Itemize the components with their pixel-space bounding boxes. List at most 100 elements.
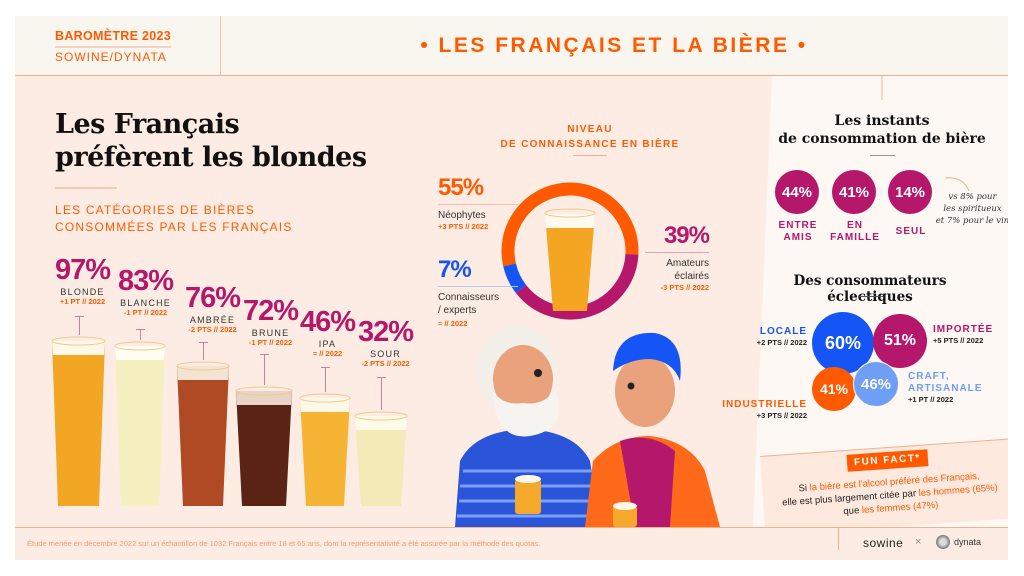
craft-label-line2: ARTISANALE xyxy=(908,383,983,394)
old-man-beard xyxy=(493,389,560,437)
beer-variation: -1 PT // 2022 xyxy=(123,308,168,317)
moments-title-line1: Les instants xyxy=(834,113,930,129)
beer-label: SOUR xyxy=(370,349,401,359)
left-title-line1: Les Français xyxy=(55,109,240,140)
beer-pct: 32% xyxy=(358,316,414,348)
note-line2: les spiritueux xyxy=(943,204,1002,214)
infographic: BAROMÈTRE 2023 SOWINE/DYNATA • LES FRANÇ… xyxy=(15,16,1008,560)
note-line1: vs 8% pour xyxy=(948,192,997,202)
donut-segment-2 xyxy=(503,263,527,294)
beer-pct: 83% xyxy=(118,265,174,297)
note-connector xyxy=(945,177,970,192)
beer-category-ipa: 46% IPA = // 2022 xyxy=(300,306,356,358)
craft-variation: +1 PT // 2022 xyxy=(908,395,954,404)
left-title-line2: préfèrent les blondes xyxy=(55,142,367,173)
importee-variation: +5 PTS // 2022 xyxy=(933,336,984,345)
moment-label-line1: EN xyxy=(847,220,863,231)
experts-label-line2: / experts xyxy=(438,305,477,316)
moment-pct: 14% xyxy=(888,170,932,214)
knowledge-title: NIVEAU DE CONNAISSANCE EN BIÈRE xyxy=(485,122,695,152)
beer-glass-ambrée xyxy=(176,361,230,506)
locale-label: LOCALE xyxy=(759,326,807,337)
old-man-face xyxy=(493,345,553,413)
beer-stem-line xyxy=(199,342,208,360)
experts-label-line1: Connaisseurs xyxy=(438,292,500,303)
note-line3: et 7% pour le vin xyxy=(935,216,1008,226)
knowledge-title-line1: NIVEAU xyxy=(567,124,613,135)
amateurs-pct: 39% xyxy=(663,222,710,249)
footer: Étude menée en décembre 2022 sur un écha… xyxy=(15,527,1008,560)
amateurs-block: 39% Amateurs éclairés -3 PTS // 2022 xyxy=(645,222,710,292)
old-man-beer xyxy=(515,479,541,514)
neophytes-label: Néophytes xyxy=(438,210,486,221)
knowledge-title-line2: DE CONNAISSANCE EN BIÈRE xyxy=(500,139,680,150)
young-man-beer xyxy=(613,506,637,527)
page-title: • LES FRANÇAIS ET LA BIÈRE • xyxy=(420,34,808,57)
beer-stem-line xyxy=(136,329,145,340)
fun-fact-t5: que xyxy=(843,505,863,518)
beer-category-sour: 32% SOUR -2 PTS // 2022 xyxy=(358,316,414,368)
experts-block: 7% Connaisseurs / experts = // 2022 xyxy=(438,256,518,328)
eclectic-title: Des consommateurs éclectiques xyxy=(793,273,947,305)
beer-variation: -1 PT // 2022 xyxy=(248,338,293,347)
beer-label: AMBRÉE xyxy=(189,315,236,325)
experts-pct: 7% xyxy=(438,256,472,283)
two-men-illustration xyxy=(455,326,720,527)
donut-segment-0 xyxy=(501,182,639,267)
beer-glasses xyxy=(51,336,408,506)
moment-label-line2: AMIS xyxy=(783,232,813,243)
importee-label-block: IMPORTÉE +5 PTS // 2022 xyxy=(933,324,993,345)
beer-variation: = // 2022 xyxy=(312,349,343,358)
young-man-eye xyxy=(627,382,635,390)
donut-segment-1 xyxy=(515,253,639,320)
beer-glass-brune xyxy=(235,386,293,506)
left-subtitle-line2: CONSOMMÉES PAR LES FRANÇAIS xyxy=(55,220,293,234)
locale-variation: +2 PTS // 2022 xyxy=(756,338,807,347)
industrielle-variation: +3 PTS // 2022 xyxy=(756,411,807,420)
young-man-hair xyxy=(613,332,681,381)
amateurs-variation: -3 PTS // 2022 xyxy=(660,283,709,292)
neophytes-variation: +3 PTS // 2022 xyxy=(438,222,489,231)
beer-pct: 76% xyxy=(185,282,241,314)
beer-glass-blonde xyxy=(51,336,106,506)
moments-note: vs 8% pour les spiritueux et 7% pour le … xyxy=(935,191,1008,227)
header-divider xyxy=(220,16,221,76)
beer-category-blanche: 83% BLANCHE -1 PT // 2022 xyxy=(118,265,174,317)
industrielle-label: INDUSTRIELLE xyxy=(722,399,807,410)
young-man-face xyxy=(615,355,675,427)
eclectic-rule xyxy=(858,296,883,297)
beer-label: IPA xyxy=(318,339,337,349)
craft-circle: 46% xyxy=(853,361,899,407)
beer-glass-sour xyxy=(354,411,408,506)
knowledge-donut xyxy=(501,182,639,320)
moment-label-line1: SEUL xyxy=(895,226,927,237)
moments-rule xyxy=(870,155,895,156)
source-label: SOWINE/DYNATA xyxy=(55,50,167,64)
header: BAROMÈTRE 2023 SOWINE/DYNATA • LES FRANÇ… xyxy=(15,16,1008,76)
dynata-logo: dynata xyxy=(954,537,982,547)
beer-pct: 46% xyxy=(300,306,356,338)
locale-label-block: LOCALE +2 PTS // 2022 xyxy=(735,326,807,347)
importee-circle: 51% xyxy=(873,314,927,368)
old-man-eye xyxy=(534,369,542,377)
craft-label-block: CRAFT, ARTISANALE +1 PT // 2022 xyxy=(908,371,982,404)
moment-item: 41% EN FAMILLE xyxy=(830,170,879,244)
beer-label: BLANCHE xyxy=(120,298,171,308)
neophytes-block: 55% Néophytes +3 PTS // 2022 xyxy=(438,174,518,231)
footer-divider xyxy=(838,528,839,550)
beer-stem-line xyxy=(321,367,330,392)
experts-variation: = // 2022 xyxy=(438,319,468,328)
moments-title-line2: de consommation de bière xyxy=(778,131,986,147)
beer-label: BLONDE xyxy=(60,287,105,297)
footer-note: Étude menée en décembre 2022 sur un écha… xyxy=(27,539,541,548)
beer-stem-line xyxy=(74,316,84,335)
moment-pct: 44% xyxy=(775,170,819,214)
title-rule xyxy=(55,187,117,189)
moment-label-line1: ENTRE xyxy=(778,220,818,231)
dynata-logo-icon xyxy=(936,535,950,549)
importee-label: IMPORTÉE xyxy=(933,324,994,335)
moments-title: Les instants de consommation de bière xyxy=(772,112,992,148)
beer-glass-icon xyxy=(544,208,596,311)
amateurs-label-line1: Amateurs xyxy=(666,258,709,269)
knowledge-rule xyxy=(573,155,607,156)
